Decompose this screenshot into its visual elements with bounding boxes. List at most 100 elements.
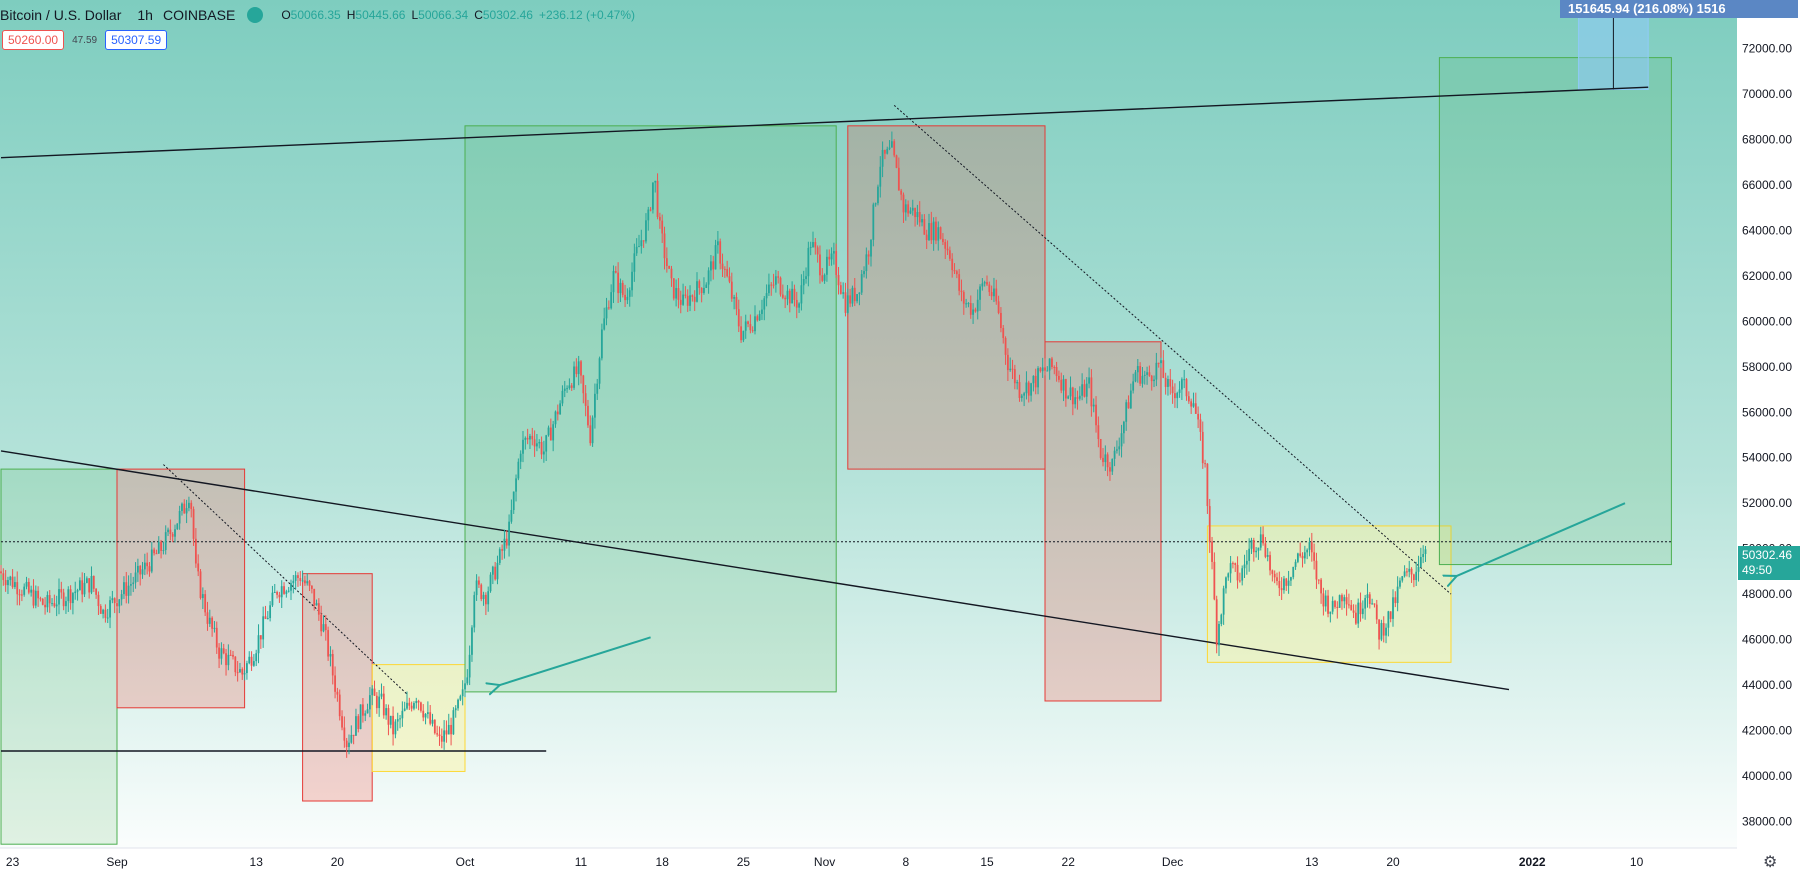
- candle: [556, 411, 559, 415]
- candle: [721, 263, 724, 269]
- candle: [705, 284, 708, 288]
- candle: [413, 703, 415, 709]
- candle: [457, 699, 459, 709]
- time-axis-panel[interactable]: [0, 848, 1800, 872]
- candle: [879, 166, 882, 187]
- candle: [925, 234, 928, 241]
- candle: [1366, 594, 1369, 599]
- candle: [308, 581, 311, 586]
- range-box-red[interactable]: [1044, 341, 1162, 702]
- sell-button[interactable]: 50260.00: [2, 30, 65, 50]
- candle: [1113, 450, 1116, 459]
- candle: [218, 647, 220, 659]
- candle: [617, 272, 620, 294]
- candle: [167, 529, 169, 533]
- candle: [484, 594, 487, 605]
- candle: [426, 712, 429, 714]
- candle: [1399, 580, 1401, 587]
- range-box-green[interactable]: [464, 125, 837, 693]
- consolidation-box-yellow[interactable]: [1206, 525, 1452, 663]
- candle: [1406, 571, 1408, 573]
- candle: [902, 194, 905, 213]
- candle: [1120, 433, 1123, 447]
- candle: [1148, 372, 1151, 376]
- candle: [1104, 454, 1107, 463]
- candle: [317, 603, 320, 615]
- candle: [125, 582, 128, 596]
- candle: [1044, 367, 1046, 371]
- candle: [494, 566, 497, 580]
- candle: [498, 549, 501, 563]
- candle: [206, 612, 209, 624]
- candle: [380, 693, 383, 697]
- candle: [1294, 561, 1297, 567]
- candle: [433, 719, 436, 734]
- trend-line[interactable]: [0, 86, 1649, 159]
- range-box-red[interactable]: [847, 125, 1046, 470]
- candle: [396, 719, 399, 722]
- range-box-red[interactable]: [302, 573, 373, 802]
- candle: [248, 656, 251, 664]
- candle: [526, 437, 529, 440]
- candle: [1023, 393, 1026, 396]
- trend-line[interactable]: [0, 450, 1510, 691]
- candle: [587, 405, 589, 426]
- candle: [1394, 597, 1397, 604]
- candle: [1408, 568, 1411, 572]
- chart-header: Bitcoin / U.S. Dollar 1h COINBASE O50066…: [0, 4, 635, 26]
- arrow-annotation[interactable]: [1457, 502, 1626, 576]
- candle: [765, 293, 768, 299]
- price-tick-label: 66000.00: [1742, 178, 1792, 192]
- candle: [928, 223, 930, 241]
- candle: [355, 716, 357, 736]
- range-box-green[interactable]: [0, 468, 118, 845]
- candle: [884, 149, 886, 154]
- candle: [1146, 372, 1148, 375]
- range-box-red[interactable]: [116, 468, 246, 709]
- candle: [438, 734, 441, 736]
- candle: [1032, 375, 1035, 384]
- current-price-label: 50302.46 49:50: [1738, 546, 1800, 580]
- dotted-trend-line[interactable]: [893, 104, 1452, 595]
- candle: [146, 562, 149, 567]
- symbol-name[interactable]: Bitcoin / U.S. Dollar: [0, 7, 122, 23]
- candle: [357, 716, 360, 730]
- candle: [447, 724, 450, 735]
- candle: [1382, 623, 1385, 636]
- candle: [389, 715, 392, 725]
- candle: [800, 285, 803, 304]
- candle: [1243, 564, 1246, 569]
- candle: [201, 594, 204, 599]
- candle: [1287, 580, 1290, 586]
- candle: [649, 209, 652, 211]
- candle: [1292, 566, 1295, 578]
- candle: [106, 617, 109, 619]
- candle: [960, 290, 963, 293]
- candle: [336, 691, 339, 695]
- candle: [1090, 377, 1093, 407]
- candle: [1213, 561, 1216, 600]
- candle: [109, 600, 111, 618]
- interval-label[interactable]: 1h: [137, 7, 153, 23]
- candle: [842, 292, 845, 294]
- arrow-annotation[interactable]: [500, 636, 651, 685]
- ohlc-change: +236.12 (+0.47%): [538, 8, 636, 22]
- gear-icon[interactable]: ⚙: [1763, 854, 1778, 871]
- candle: [162, 550, 165, 552]
- candle: [1201, 431, 1204, 464]
- candle: [821, 275, 824, 281]
- candle: [1410, 568, 1413, 575]
- candle: [716, 241, 719, 246]
- price-axis-panel[interactable]: [1737, 0, 1800, 872]
- range-box-green[interactable]: [1438, 57, 1672, 566]
- candle: [46, 595, 49, 608]
- candle: [1378, 619, 1380, 640]
- candle: [113, 598, 116, 604]
- buy-button[interactable]: 50307.59: [105, 30, 168, 50]
- candle: [468, 654, 471, 678]
- candle: [491, 566, 494, 575]
- candle: [118, 599, 121, 607]
- candle: [1259, 534, 1262, 548]
- time-tick-label: 25: [737, 855, 751, 869]
